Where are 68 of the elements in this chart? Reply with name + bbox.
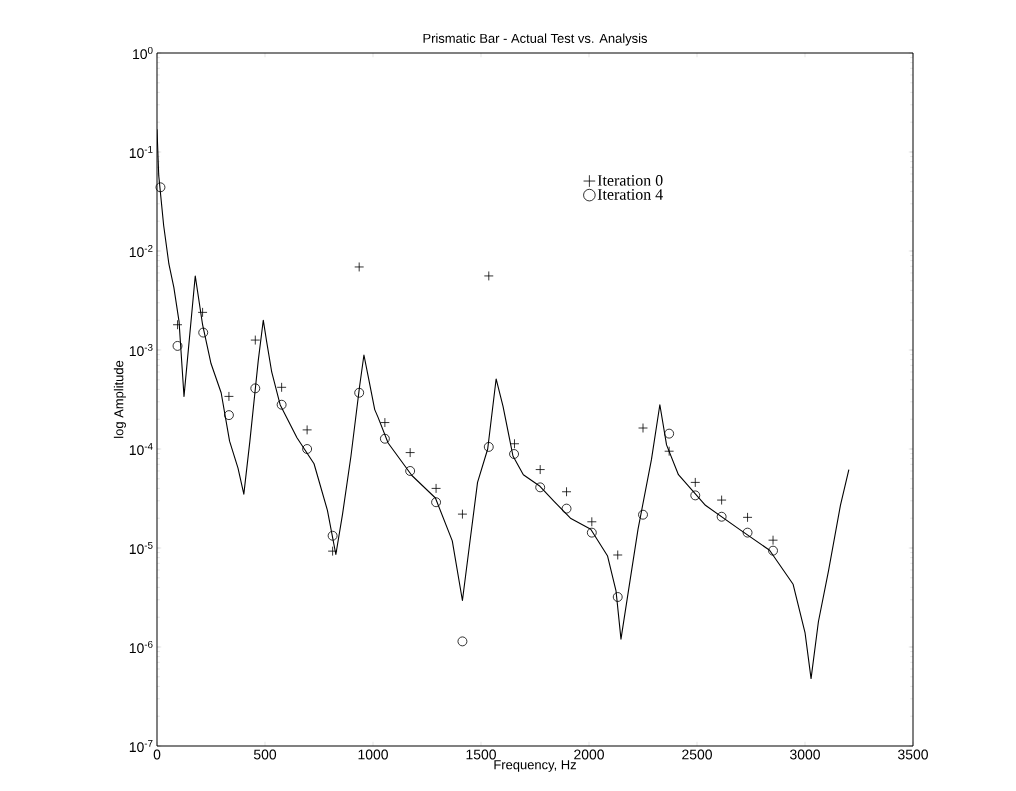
point [457,636,468,647]
y-tick-label: 10$^{-2}$ [129,244,153,258]
point [612,550,623,560]
x-tick-label: 500 [253,749,277,760]
y-tick-label: 10$^{-6}$ [129,640,153,654]
y-tick-label: 10$^{-4}$ [129,442,153,456]
point [155,182,166,193]
point [742,512,753,523]
point [198,327,209,338]
point [638,509,648,520]
point [276,382,287,393]
legend-label: Iteration 4 [597,189,663,200]
x-axis-title: Frequency, Hz [494,760,576,772]
point [586,527,597,538]
point [276,399,287,410]
point [354,262,365,272]
y-axis-title: log Amplitude [113,360,126,438]
point [612,592,623,602]
point [431,483,441,494]
y-tick-label: 10$^{-7}$ [129,739,153,753]
point [327,530,338,541]
x-tick-label: 3500 [898,749,928,760]
point [354,387,365,398]
point [561,503,572,514]
point [224,391,234,402]
point [250,383,261,394]
point [431,497,441,508]
point [768,535,778,546]
point [742,527,753,538]
point [302,425,313,435]
point [664,428,675,439]
y-tick-label: 10$^{-3}$ [129,343,153,357]
y-tick-label: 10$^{-1}$ [129,145,153,159]
point [457,509,468,519]
point [535,464,546,475]
point [561,486,572,497]
point [664,446,675,457]
point [197,307,208,318]
x-tick-label: 3000 [790,749,820,760]
y-tick-label: 10$^{0}$ [133,46,153,60]
point [535,482,546,493]
point [716,511,727,522]
point [483,271,494,281]
point [405,466,416,476]
x-tick-label: 2500 [682,749,712,760]
y-tick-label: 10$^{-5}$ [129,541,153,555]
chart-title: Prismatic Bar - Actual Test vs. Analysis [423,33,648,46]
x-tick-label: 2000 [574,749,604,760]
point [405,447,416,458]
point [380,417,390,428]
point [302,444,313,454]
point [327,546,338,557]
x-tick-label: 1500 [466,749,496,760]
point [380,433,390,444]
point [509,449,519,459]
point [250,335,261,345]
point [690,490,701,501]
point [690,477,701,488]
point [768,545,778,556]
point [586,516,597,527]
point [224,410,234,420]
x-tick-label: 0 [153,749,161,760]
point [716,495,727,505]
x-tick-label: 1000 [358,749,388,760]
point [638,423,648,433]
legend-label: Iteration 0 [597,175,663,186]
point [172,341,183,351]
point [483,442,494,452]
